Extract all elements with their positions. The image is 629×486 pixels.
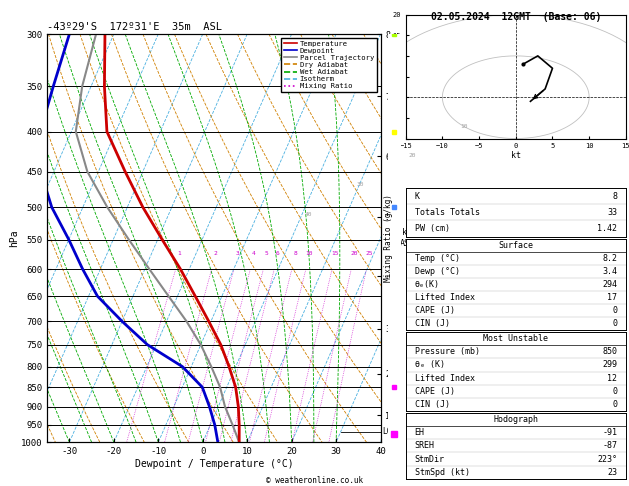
Text: 294: 294 (602, 280, 617, 289)
Text: Dewp (°C): Dewp (°C) (415, 267, 460, 276)
Text: 02.05.2024  12GMT  (Base: 06): 02.05.2024 12GMT (Base: 06) (431, 12, 601, 22)
Text: 30: 30 (357, 182, 364, 187)
Text: 23: 23 (607, 468, 617, 477)
Text: 25: 25 (365, 251, 373, 257)
Text: 5: 5 (265, 251, 269, 257)
Text: LCL: LCL (382, 427, 396, 436)
Text: 17: 17 (607, 293, 617, 302)
Text: 8: 8 (293, 251, 297, 257)
Y-axis label: km
ASL: km ASL (399, 228, 415, 248)
Text: 40: 40 (304, 211, 312, 217)
Text: 8.2: 8.2 (602, 254, 617, 263)
Text: Surface: Surface (498, 241, 533, 250)
Text: SREH: SREH (415, 441, 435, 451)
Text: Lifted Index: Lifted Index (415, 293, 474, 302)
Text: 3.4: 3.4 (602, 267, 617, 276)
Text: 10: 10 (305, 251, 313, 257)
Text: StmSpd (kt): StmSpd (kt) (415, 468, 469, 477)
Text: 299: 299 (602, 361, 617, 369)
Text: 20: 20 (408, 153, 416, 158)
Text: StmDir: StmDir (415, 454, 445, 464)
Text: 2: 2 (213, 251, 217, 257)
Text: 0: 0 (612, 319, 617, 328)
Text: Pressure (mb): Pressure (mb) (415, 347, 479, 356)
Text: 0: 0 (612, 387, 617, 396)
Text: 4: 4 (252, 251, 255, 257)
Text: 1.42: 1.42 (597, 224, 617, 233)
Text: EH: EH (415, 428, 425, 437)
Text: K: K (415, 191, 420, 201)
Text: Lifted Index: Lifted Index (415, 374, 474, 382)
Text: 1: 1 (177, 251, 181, 257)
Text: © weatheronline.co.uk: © weatheronline.co.uk (266, 475, 363, 485)
Text: 850: 850 (602, 347, 617, 356)
Text: 6: 6 (276, 251, 279, 257)
Text: PW (cm): PW (cm) (415, 224, 450, 233)
Text: Most Unstable: Most Unstable (483, 334, 548, 343)
Y-axis label: hPa: hPa (9, 229, 19, 247)
Text: -43º29'S  172º31'E  35m  ASL: -43º29'S 172º31'E 35m ASL (47, 22, 222, 32)
Text: 12: 12 (607, 374, 617, 382)
Text: Temp (°C): Temp (°C) (415, 254, 460, 263)
X-axis label: kt: kt (511, 151, 521, 160)
Text: θₑ (K): θₑ (K) (415, 361, 445, 369)
Text: Mixing Ratio (g/kg): Mixing Ratio (g/kg) (384, 194, 392, 282)
Text: 3: 3 (235, 251, 239, 257)
Text: 33: 33 (607, 208, 617, 217)
Text: -91: -91 (602, 428, 617, 437)
Text: Totals Totals: Totals Totals (415, 208, 479, 217)
Text: 8: 8 (612, 191, 617, 201)
Text: Hodograph: Hodograph (493, 415, 538, 424)
Text: -87: -87 (602, 441, 617, 451)
Legend: Temperature, Dewpoint, Parcel Trajectory, Dry Adiabat, Wet Adiabat, Isotherm, Mi: Temperature, Dewpoint, Parcel Trajectory… (281, 37, 377, 92)
Text: 0: 0 (612, 400, 617, 409)
Text: 0: 0 (612, 306, 617, 315)
Text: CIN (J): CIN (J) (415, 319, 450, 328)
Text: θₑ(K): θₑ(K) (415, 280, 440, 289)
Text: 15: 15 (331, 251, 339, 257)
Text: 10: 10 (460, 124, 467, 129)
Text: CAPE (J): CAPE (J) (415, 387, 455, 396)
Text: 223°: 223° (597, 454, 617, 464)
X-axis label: Dewpoint / Temperature (°C): Dewpoint / Temperature (°C) (135, 459, 293, 469)
Text: CAPE (J): CAPE (J) (415, 306, 455, 315)
Text: 20: 20 (350, 251, 358, 257)
Text: CIN (J): CIN (J) (415, 400, 450, 409)
